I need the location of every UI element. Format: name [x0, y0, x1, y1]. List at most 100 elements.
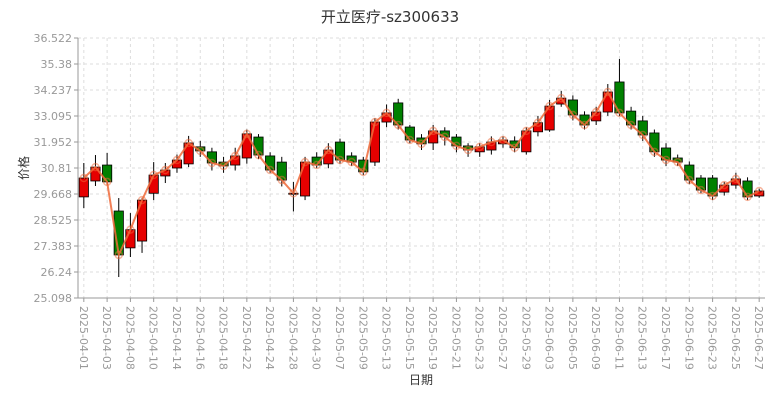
- close-marker: [591, 107, 601, 117]
- close-marker: [754, 186, 764, 196]
- x-tick-label: 2025-04-28: [286, 306, 299, 370]
- close-marker: [102, 177, 112, 187]
- y-tick-label: 36.522: [34, 32, 73, 45]
- close-marker: [708, 191, 717, 201]
- y-tick-label: 33.095: [34, 110, 73, 123]
- x-tick-label: 2025-05-23: [473, 306, 486, 370]
- x-tick-label: 2025-06-03: [543, 306, 556, 370]
- x-tick-label: 2025-04-30: [310, 306, 323, 370]
- close-marker: [219, 161, 228, 171]
- close-marker: [347, 157, 356, 167]
- x-tick-label: 2025-04-10: [147, 306, 160, 370]
- y-tick-label: 31.952: [34, 136, 73, 149]
- x-tick-label: 2025-04-18: [217, 306, 230, 370]
- y-tick-label: 29.668: [34, 188, 73, 201]
- close-marker: [405, 135, 415, 145]
- close-marker: [626, 120, 636, 130]
- close-marker: [242, 129, 252, 139]
- close-marker: [207, 158, 217, 168]
- x-tick-label: 2025-05-29: [519, 306, 532, 370]
- close-marker: [650, 147, 659, 157]
- close-marker: [545, 101, 554, 111]
- close-marker: [638, 130, 647, 140]
- close-marker: [673, 157, 682, 167]
- close-marker: [335, 155, 345, 165]
- x-tick-label: 2025-05-13: [380, 306, 393, 370]
- y-axis-label: 价格: [16, 156, 31, 180]
- x-tick-label: 2025-06-19: [682, 306, 695, 370]
- close-marker: [498, 135, 508, 145]
- close-marker: [91, 162, 100, 172]
- close-marker: [661, 155, 671, 165]
- x-tick-label: 2025-06-17: [659, 306, 672, 370]
- x-tick-label: 2025-06-23: [706, 306, 719, 370]
- y-tick-label: 35.38: [41, 58, 73, 71]
- close-marker: [556, 93, 566, 103]
- x-tick-label: 2025-05-21: [449, 306, 462, 370]
- x-tick-label: 2025-06-11: [612, 306, 625, 370]
- x-tick-label: 2025-05-07: [333, 306, 346, 370]
- close-marker: [533, 118, 543, 127]
- x-tick-label: 2025-04-16: [193, 306, 206, 370]
- close-marker: [382, 108, 391, 118]
- y-tick-label: 27.383: [34, 240, 73, 253]
- close-marker: [417, 139, 426, 149]
- close-marker: [126, 225, 135, 234]
- close-marker: [370, 117, 380, 127]
- x-tick-label: 2025-06-25: [729, 306, 742, 370]
- close-marker: [615, 108, 624, 118]
- close-marker: [580, 120, 589, 130]
- y-tick-label: 34.237: [34, 84, 73, 97]
- close-marker: [137, 195, 147, 205]
- close-marker: [452, 141, 461, 151]
- y-tick-label: 26.24: [41, 266, 73, 279]
- x-axis-label: 日期: [409, 373, 433, 387]
- x-tick-label: 2025-05-27: [496, 306, 509, 370]
- x-tick-label: 2025-04-24: [263, 306, 276, 370]
- x-tick-label: 2025-04-01: [77, 306, 90, 370]
- close-marker: [522, 126, 531, 136]
- close-marker: [254, 150, 263, 160]
- close-marker: [731, 174, 741, 184]
- close-marker: [743, 192, 752, 202]
- x-tick-label: 2025-05-09: [356, 306, 369, 370]
- close-marker: [359, 167, 368, 177]
- y-tick-label: 25.098: [34, 292, 73, 305]
- close-marker: [393, 120, 403, 130]
- x-tick-label: 2025-05-15: [403, 306, 416, 370]
- chart-title: 开立医疗-sz300633: [321, 8, 459, 26]
- x-tick-label: 2025-04-03: [100, 306, 113, 370]
- close-marker: [324, 145, 333, 155]
- y-tick-label: 28.525: [34, 214, 73, 227]
- close-marker: [184, 138, 193, 148]
- x-tick-label: 2025-06-09: [589, 306, 602, 370]
- y-tick-label: 30.81: [41, 162, 73, 175]
- x-tick-label: 2025-04-14: [170, 306, 183, 370]
- close-line: [83, 89, 760, 259]
- close-marker: [265, 165, 275, 175]
- close-marker: [685, 175, 694, 185]
- close-marker: [719, 180, 729, 190]
- close-marker: [440, 132, 450, 142]
- close-marker: [312, 160, 321, 170]
- x-tick-label: 2025-04-22: [240, 306, 253, 370]
- candle-body: [369, 121, 380, 163]
- close-marker: [172, 155, 182, 165]
- close-marker: [289, 189, 298, 198]
- close-marker: [114, 250, 124, 260]
- close-marker: [475, 142, 484, 152]
- x-tick-label: 2025-04-08: [123, 306, 136, 370]
- close-marker: [79, 173, 89, 183]
- close-marker: [196, 146, 205, 156]
- x-tick-label: 2025-06-05: [566, 306, 579, 370]
- close-marker: [230, 151, 240, 161]
- x-tick-label: 2025-06-27: [752, 306, 765, 370]
- x-tick-label: 2025-06-13: [636, 306, 649, 370]
- close-marker: [696, 185, 706, 195]
- close-marker: [161, 165, 170, 175]
- close-marker: [568, 110, 578, 120]
- close-marker: [463, 145, 473, 155]
- close-marker: [149, 170, 158, 180]
- close-marker: [487, 137, 496, 147]
